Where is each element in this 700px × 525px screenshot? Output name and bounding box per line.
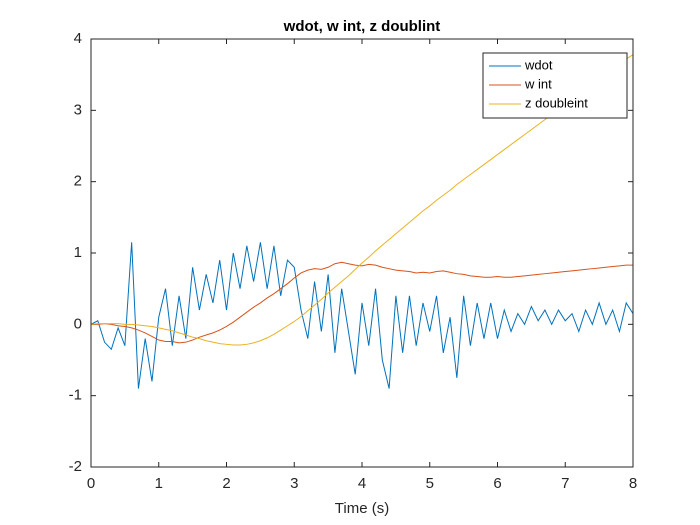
x-tick-label: 6 <box>493 475 501 492</box>
x-tick-label: 4 <box>358 475 366 492</box>
data-line <box>90 242 634 389</box>
data-line <box>91 261 633 344</box>
y-tick-label: -1 <box>69 387 82 404</box>
y-tick-label: 2 <box>74 173 82 190</box>
x-tick-label: 8 <box>629 475 637 492</box>
x-tick-label: 0 <box>87 475 95 492</box>
x-tick-label: 2 <box>222 475 230 492</box>
x-axis-label: Time (s) <box>335 500 389 517</box>
axes-box <box>90 38 634 468</box>
x-tick-label: 5 <box>426 475 434 492</box>
data-line <box>90 54 634 346</box>
legend-label: z doubleint <box>525 95 588 110</box>
y-tick-label: 0 <box>74 315 82 332</box>
y-tick-label: 1 <box>74 244 82 261</box>
y-tick-label: 4 <box>74 30 82 47</box>
x-tick-label: 7 <box>561 475 569 492</box>
x-tick-label: 3 <box>290 475 298 492</box>
x-tick-label: 1 <box>155 475 163 492</box>
chart-title: wdot, w int, z doublint <box>283 18 441 35</box>
y-tick-label: 3 <box>74 101 82 118</box>
legend-label: w int <box>524 76 552 91</box>
legend-label: wdot <box>524 57 553 72</box>
y-tick-label: -2 <box>69 458 82 475</box>
